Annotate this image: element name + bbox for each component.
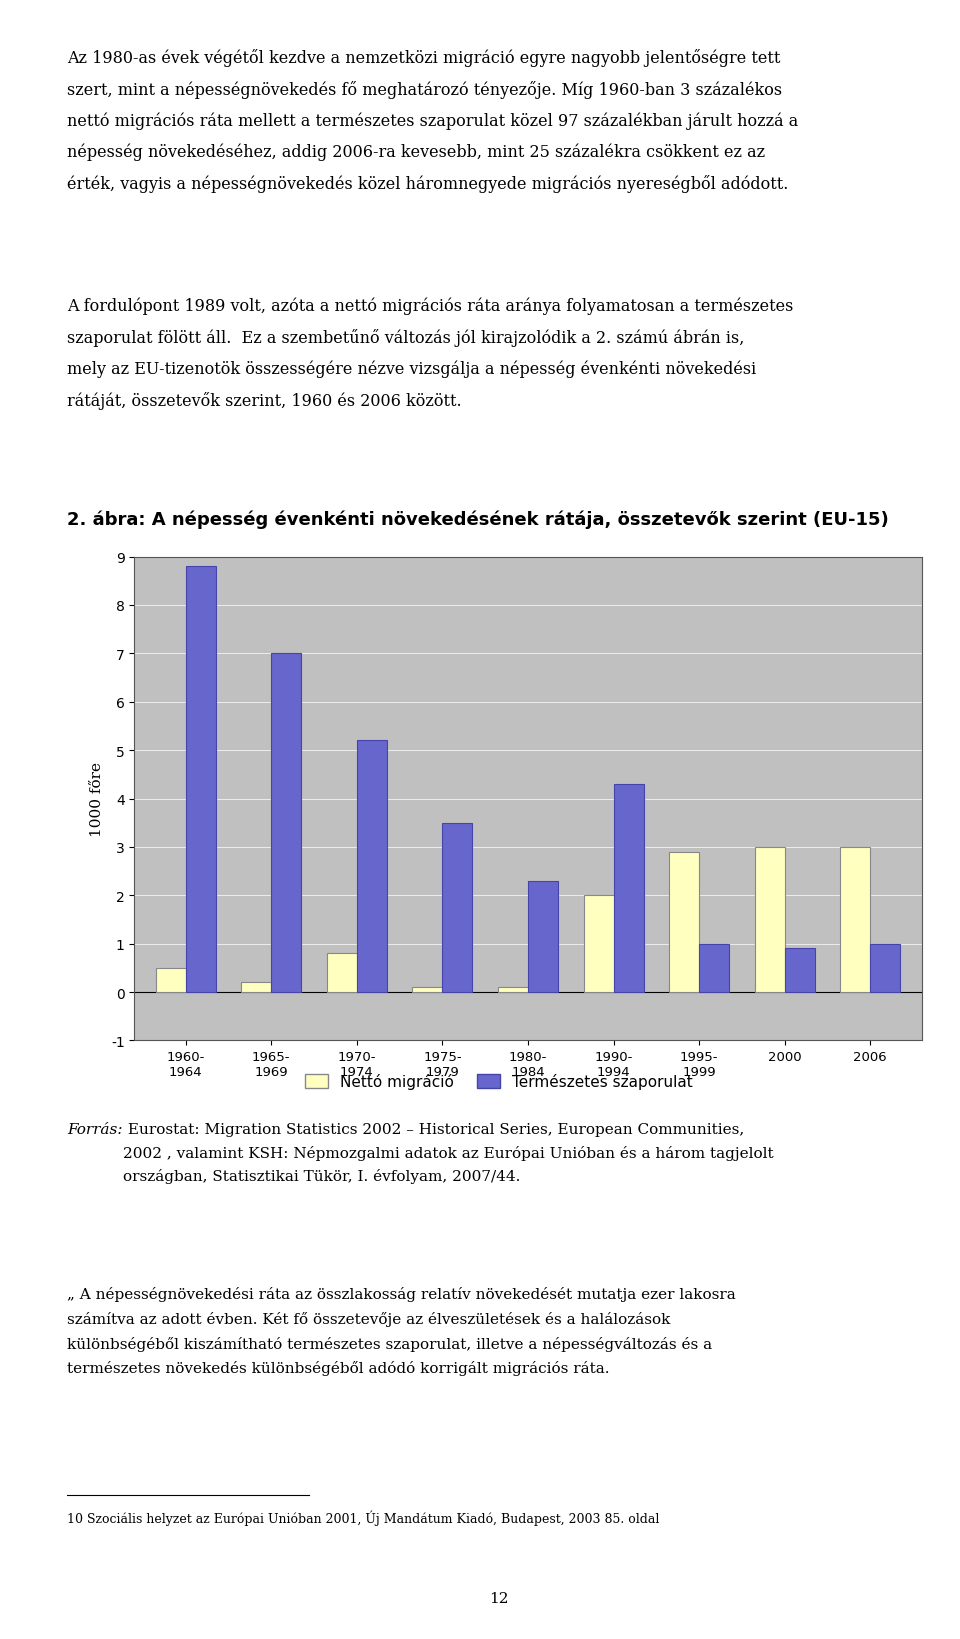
Bar [784,949,815,992]
Bar [755,847,784,992]
Bar [413,988,443,992]
Bar [498,988,528,992]
Bar [443,823,472,992]
Text: Az 1980-as évek végétől kezdve a nemzetközi migráció egyre nagyobb jelentőségre : Az 1980-as évek végétől kezdve a nemzetk… [67,49,799,193]
Bar [584,895,613,992]
Text: „ A népességnövekedési ráta az összlakosság relatív növekedését mutatja ezer lak: „ A népességnövekedési ráta az összlakos… [67,1287,736,1375]
Bar [669,852,699,992]
Bar [528,882,558,992]
Bar [241,983,272,992]
Text: Eurostat: Migration Statistics 2002 – Historical Series, European Communities,
2: Eurostat: Migration Statistics 2002 – Hi… [123,1123,774,1183]
Text: 10 Szociális helyzet az Európai Unióban 2001, Új Mandátum Kiadó, Budapest, 2003 : 10 Szociális helyzet az Európai Unióban … [67,1510,660,1526]
Bar [272,654,301,992]
Bar [357,741,387,992]
Bar [871,944,900,992]
Bar [613,785,643,992]
Bar [699,944,729,992]
Legend: Nettó migráció, Természetes szaporulat: Nettó migráció, Természetes szaporulat [305,1074,693,1090]
Bar [840,847,871,992]
Bar [185,567,216,992]
Bar [156,969,185,992]
Y-axis label: 1000 főre: 1000 főre [90,762,104,836]
Text: A fordulópont 1989 volt, azóta a nettó migrációs ráta aránya folyamatosan a term: A fordulópont 1989 volt, azóta a nettó m… [67,297,794,410]
Text: 12: 12 [490,1591,509,1605]
Text: 2. ábra: A népesség évenkénti növekedésének rátája, összetevők szerint (EU-15): 2. ábra: A népesség évenkénti növekedésé… [67,510,889,529]
Bar [327,954,357,992]
Text: Forrás:: Forrás: [67,1123,123,1137]
